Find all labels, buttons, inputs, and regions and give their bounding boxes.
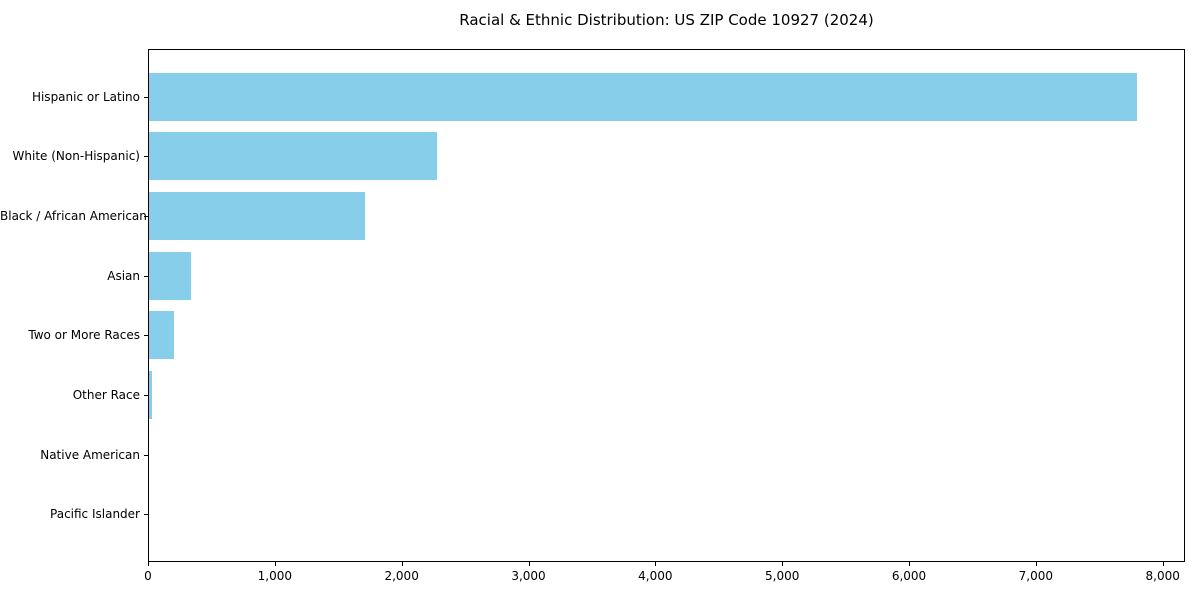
y-tick-label-native-american: Native American	[40, 447, 140, 462]
x-tick-mark	[655, 562, 657, 566]
bar-two-or-more-races	[149, 311, 175, 360]
x-tick-label-8-000: 8,000	[1145, 569, 1180, 583]
bar-other-race	[149, 370, 153, 419]
y-tick-mark	[144, 514, 148, 516]
y-tick-mark	[144, 335, 148, 337]
x-tick-label-4-000: 4,000	[638, 569, 673, 583]
x-tick-mark	[274, 562, 276, 566]
x-tick-label-2-000: 2,000	[384, 569, 419, 583]
x-tick-label-3-000: 3,000	[511, 569, 546, 583]
y-tick-mark	[144, 216, 148, 218]
bar-white-non-hispanic	[149, 132, 437, 181]
y-tick-label-two-or-more-races: Two or More Races	[28, 328, 140, 343]
bar-asian	[149, 251, 191, 300]
x-tick-label-6-000: 6,000	[891, 569, 927, 583]
y-tick-label-other-race: Other Race	[72, 387, 140, 402]
y-tick-label-asian: Asian	[107, 268, 140, 283]
x-tick-mark	[1162, 562, 1164, 566]
bar-hispanic-or-latino	[149, 72, 1138, 121]
x-tick-label-1-000: 1,000	[257, 569, 293, 583]
x-tick-label-7-000: 7,000	[1018, 569, 1054, 583]
x-tick-mark	[528, 562, 530, 566]
x-tick-mark	[401, 562, 403, 566]
y-tick-label-pacific-islander: Pacific Islander	[50, 507, 140, 522]
plot-area	[148, 49, 1185, 562]
x-tick-mark	[909, 562, 910, 566]
y-tick-mark	[144, 454, 148, 456]
x-tick-mark	[148, 562, 149, 566]
y-tick-label-hispanic-or-latino: Hispanic or Latino	[31, 89, 140, 104]
y-tick-mark	[144, 394, 148, 396]
y-tick-label-black-african-american: Black / African American	[0, 209, 147, 224]
chart-title: Racial & Ethnic Distribution: US ZIP Cod…	[459, 11, 874, 29]
x-tick-mark	[1035, 562, 1037, 566]
x-tick-label-5-000: 5,000	[764, 569, 800, 583]
x-tick-mark	[782, 562, 784, 566]
y-tick-mark	[144, 156, 148, 158]
y-tick-mark	[144, 96, 148, 98]
x-tick-label-0: 0	[144, 569, 152, 583]
y-tick-label-white-non-hispanic: White (Non-Hispanic)	[12, 149, 140, 164]
y-tick-mark	[144, 275, 148, 277]
bar-black-african-american	[149, 192, 365, 241]
